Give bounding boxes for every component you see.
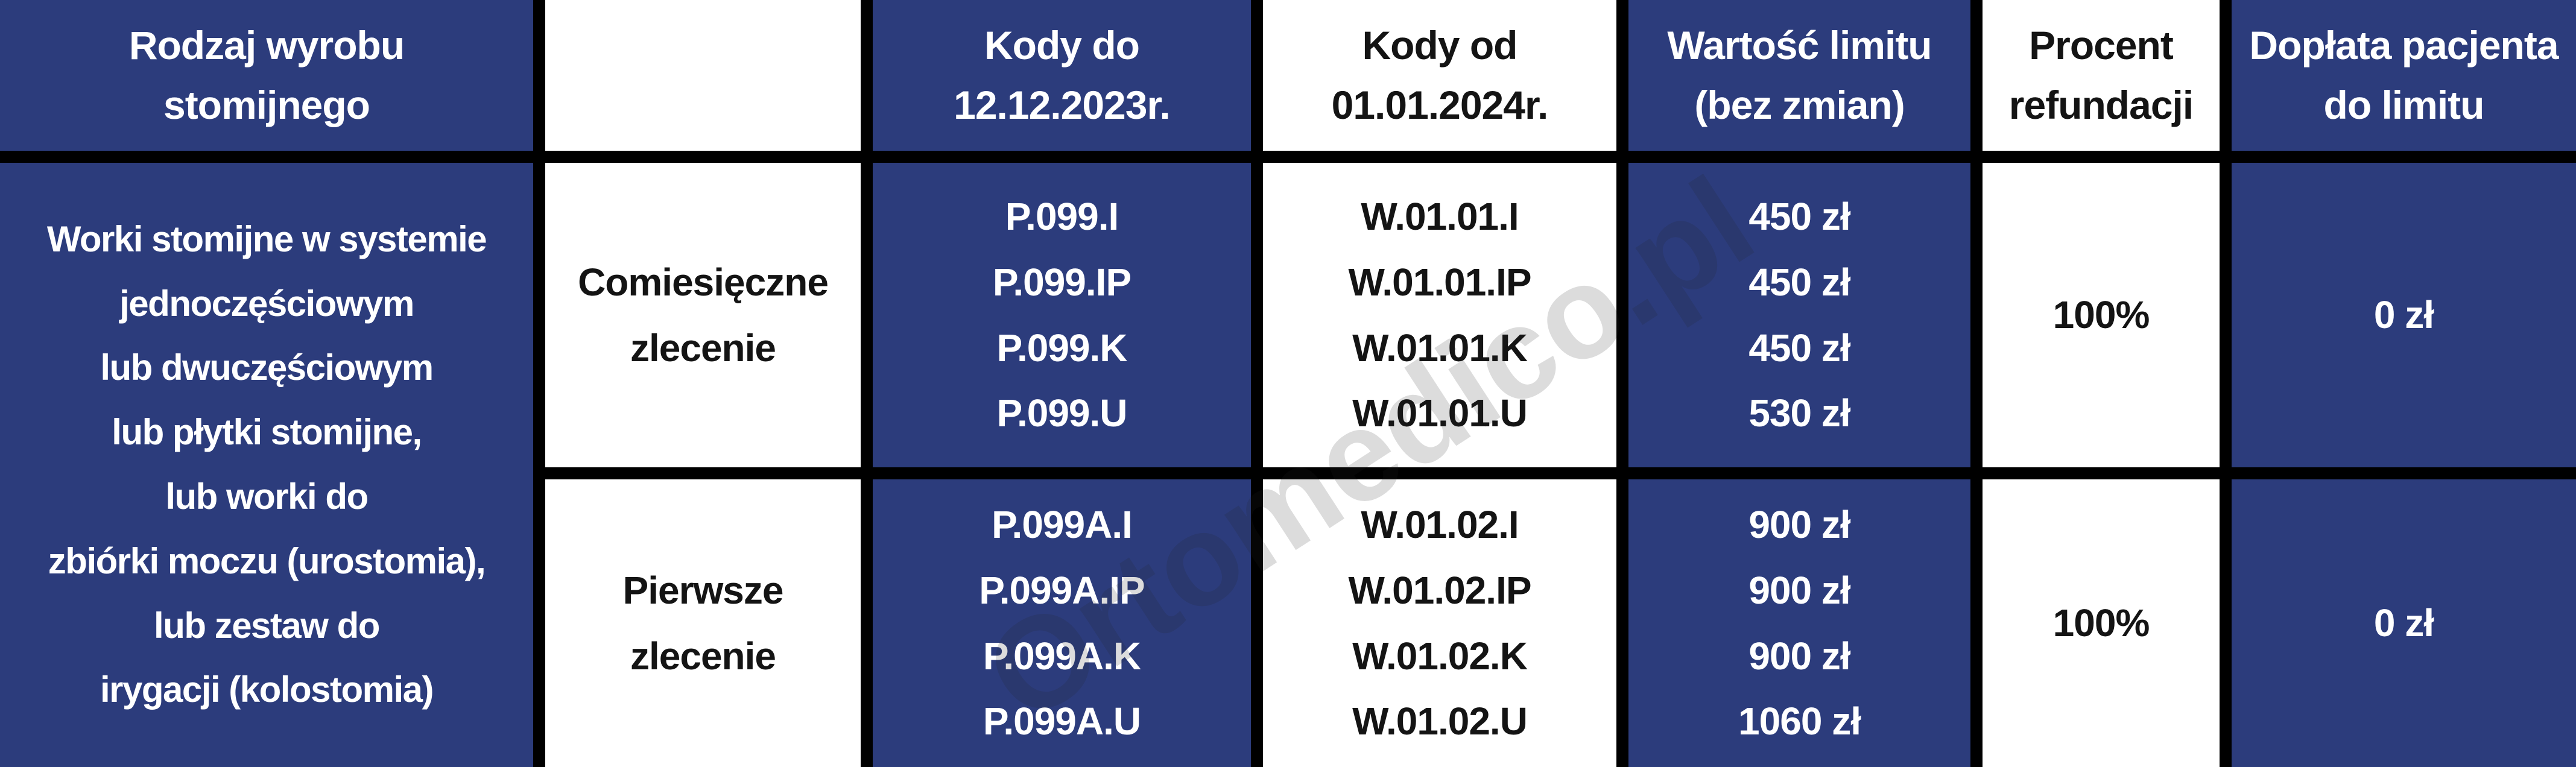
header-limit-value: Wartość limitu (bez zmian) [1628,0,1970,151]
header-refund-percent: Procent refundacji [1983,0,2220,151]
cell-order-type-monthly: Comiesięczne zlecenie [545,163,861,467]
cell-refund-percent-first: 100% [1983,479,2220,767]
header-codes-new: Kody od 01.01.2024r. [1263,0,1616,151]
cell-patient-copay-monthly: 0 zł [2232,163,2576,467]
cell-codes-old-first: P.099A.I P.099A.IP P.099A.K P.099A.U [873,479,1251,767]
cell-codes-old-monthly: P.099.I P.099.IP P.099.K P.099.U [873,163,1251,467]
header-patient-copay: Dopłata pacjenta do limitu [2232,0,2576,151]
cell-patient-copay-first: 0 zł [2232,479,2576,767]
cell-codes-new-monthly: W.01.01.I W.01.01.IP W.01.01.K W.01.01.U [1263,163,1616,467]
header-codes-old: Kody do 12.12.2023r. [873,0,1251,151]
cell-product-type: Worki stomijne w systemie jednoczęściowy… [0,163,533,767]
cell-limit-value-first: 900 zł 900 zł 900 zł 1060 zł [1628,479,1970,767]
header-product-type: Rodzaj wyrobu stomijnego [0,0,533,151]
cell-order-type-first: Pierwsze zlecenie [545,479,861,767]
cell-refund-percent-monthly: 100% [1983,163,2220,467]
cell-limit-value-monthly: 450 zł 450 zł 450 zł 530 zł [1628,163,1970,467]
cell-codes-new-first: W.01.02.I W.01.02.IP W.01.02.K W.01.02.U [1263,479,1616,767]
header-order-type [545,0,861,151]
